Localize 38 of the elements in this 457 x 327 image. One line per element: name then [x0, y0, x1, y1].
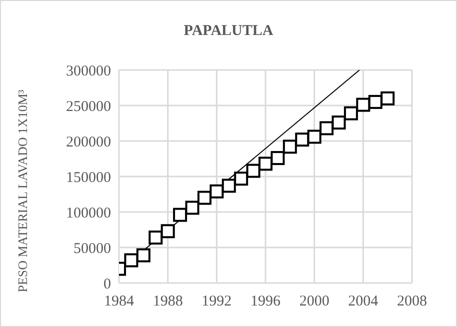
point [258, 156, 272, 171]
y-tick-label: 150000 [66, 170, 111, 186]
x-tick-label: 1996 [250, 294, 281, 310]
point [136, 248, 150, 262]
point [368, 94, 382, 109]
y-tick-label: 100000 [66, 205, 111, 222]
x-tick-label: 2000 [299, 294, 330, 310]
point [222, 178, 236, 193]
point [173, 208, 188, 222]
point [270, 151, 285, 166]
x-tick-label: 1992 [202, 294, 232, 310]
point [295, 132, 310, 147]
x-tick-label: 1988 [152, 294, 183, 310]
point [148, 230, 163, 245]
point [380, 91, 395, 106]
point [124, 253, 138, 268]
point [282, 140, 297, 154]
point [197, 190, 212, 205]
point [307, 130, 322, 144]
x-tick-label: 1984 [104, 294, 134, 310]
y-tick-label: 0 [104, 276, 111, 292]
point [246, 164, 260, 178]
chart-title: PAPALUTLA [182, 23, 274, 40]
point [234, 172, 248, 186]
point [210, 184, 224, 198]
point [332, 116, 346, 130]
y-axis-title: PESO MATERIAL LAVADO 1X10M³ [15, 90, 31, 292]
y-tick-label: 200000 [66, 134, 111, 150]
point [185, 200, 200, 215]
point [344, 106, 358, 120]
point [320, 121, 334, 136]
y-tick-label: 50000 [74, 240, 111, 257]
point [356, 98, 370, 112]
y-tick-label: 250000 [66, 98, 111, 115]
x-tick-label: 2004 [348, 294, 379, 310]
y-tick-label: 300000 [66, 63, 111, 80]
x-tick-label: 2008 [397, 294, 427, 310]
point [160, 224, 175, 238]
